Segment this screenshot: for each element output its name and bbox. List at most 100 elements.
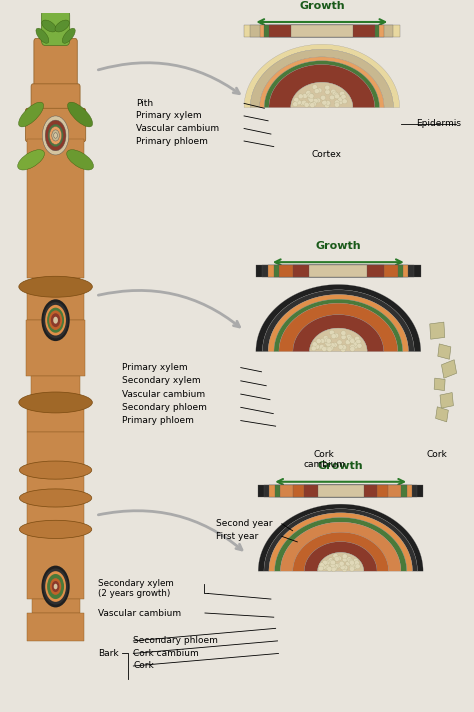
FancyBboxPatch shape <box>269 25 374 37</box>
Text: Pith: Pith <box>136 99 153 108</box>
FancyBboxPatch shape <box>31 376 81 404</box>
Ellipse shape <box>310 103 315 108</box>
Ellipse shape <box>314 88 319 93</box>
Ellipse shape <box>339 91 345 96</box>
Ellipse shape <box>326 342 331 347</box>
Circle shape <box>42 116 69 155</box>
Ellipse shape <box>326 101 331 106</box>
Ellipse shape <box>326 560 331 565</box>
Ellipse shape <box>331 334 336 339</box>
Ellipse shape <box>349 565 355 570</box>
FancyBboxPatch shape <box>268 265 409 278</box>
Ellipse shape <box>325 341 330 346</box>
Circle shape <box>51 313 60 328</box>
Ellipse shape <box>306 90 311 95</box>
FancyBboxPatch shape <box>293 265 383 278</box>
Ellipse shape <box>347 336 353 341</box>
Polygon shape <box>441 360 456 378</box>
Polygon shape <box>269 65 374 108</box>
Circle shape <box>52 130 59 141</box>
Text: Secondary phloem: Secondary phloem <box>121 403 206 412</box>
Text: Bark: Bark <box>98 649 118 658</box>
Ellipse shape <box>349 559 354 564</box>
Polygon shape <box>263 290 414 352</box>
Text: Primary xylem: Primary xylem <box>121 363 187 372</box>
Ellipse shape <box>312 85 318 90</box>
Ellipse shape <box>309 93 314 98</box>
Ellipse shape <box>19 520 92 538</box>
Ellipse shape <box>19 489 92 507</box>
Circle shape <box>41 299 70 341</box>
Ellipse shape <box>308 102 313 107</box>
Ellipse shape <box>308 97 313 101</box>
Ellipse shape <box>342 567 347 572</box>
Ellipse shape <box>333 333 338 338</box>
Polygon shape <box>258 504 423 571</box>
Ellipse shape <box>332 342 337 347</box>
FancyBboxPatch shape <box>279 265 398 278</box>
Ellipse shape <box>337 97 343 102</box>
Ellipse shape <box>323 335 328 340</box>
Ellipse shape <box>333 564 338 568</box>
Text: Vascular cambium: Vascular cambium <box>121 389 205 399</box>
Ellipse shape <box>325 565 330 570</box>
Ellipse shape <box>329 562 335 567</box>
Ellipse shape <box>350 347 355 352</box>
Polygon shape <box>440 392 454 408</box>
Ellipse shape <box>304 103 309 108</box>
Text: Secondary phloem: Secondary phloem <box>133 637 218 645</box>
Ellipse shape <box>326 338 331 343</box>
Ellipse shape <box>292 102 298 107</box>
Ellipse shape <box>349 567 355 571</box>
FancyBboxPatch shape <box>41 10 70 46</box>
Ellipse shape <box>335 100 340 105</box>
FancyBboxPatch shape <box>31 84 80 114</box>
Ellipse shape <box>342 554 347 559</box>
Circle shape <box>49 127 62 145</box>
Ellipse shape <box>345 340 350 345</box>
Ellipse shape <box>294 98 299 103</box>
Ellipse shape <box>356 339 361 344</box>
Ellipse shape <box>322 560 328 565</box>
Ellipse shape <box>333 553 338 558</box>
Polygon shape <box>436 407 448 422</box>
Polygon shape <box>430 322 445 339</box>
Text: Second year: Second year <box>216 519 272 528</box>
Circle shape <box>45 120 66 151</box>
Ellipse shape <box>67 150 93 170</box>
Ellipse shape <box>329 560 334 565</box>
Ellipse shape <box>325 90 330 95</box>
Ellipse shape <box>334 93 339 98</box>
FancyBboxPatch shape <box>304 485 377 497</box>
Ellipse shape <box>357 343 362 348</box>
Ellipse shape <box>317 88 322 93</box>
Circle shape <box>45 305 66 335</box>
Polygon shape <box>304 542 377 571</box>
Ellipse shape <box>324 103 329 108</box>
Ellipse shape <box>339 561 344 566</box>
Ellipse shape <box>346 334 352 339</box>
FancyBboxPatch shape <box>275 485 407 497</box>
Ellipse shape <box>331 567 336 572</box>
Ellipse shape <box>325 85 330 90</box>
Circle shape <box>45 571 66 602</box>
FancyBboxPatch shape <box>281 485 401 497</box>
FancyBboxPatch shape <box>274 265 402 278</box>
Ellipse shape <box>341 330 346 335</box>
Ellipse shape <box>296 100 301 105</box>
FancyBboxPatch shape <box>27 404 84 431</box>
Ellipse shape <box>315 98 320 103</box>
Ellipse shape <box>332 91 337 96</box>
Text: Primary phloem: Primary phloem <box>136 137 208 145</box>
Polygon shape <box>310 328 367 352</box>
FancyBboxPatch shape <box>27 431 84 599</box>
Text: Epidermis: Epidermis <box>416 119 461 128</box>
Circle shape <box>49 310 62 330</box>
Ellipse shape <box>342 345 346 350</box>
Text: Secondary xylem: Secondary xylem <box>121 377 200 385</box>
Ellipse shape <box>348 559 353 564</box>
Text: Growth: Growth <box>299 1 345 11</box>
Ellipse shape <box>327 567 332 571</box>
Polygon shape <box>264 61 379 108</box>
Ellipse shape <box>328 346 334 351</box>
